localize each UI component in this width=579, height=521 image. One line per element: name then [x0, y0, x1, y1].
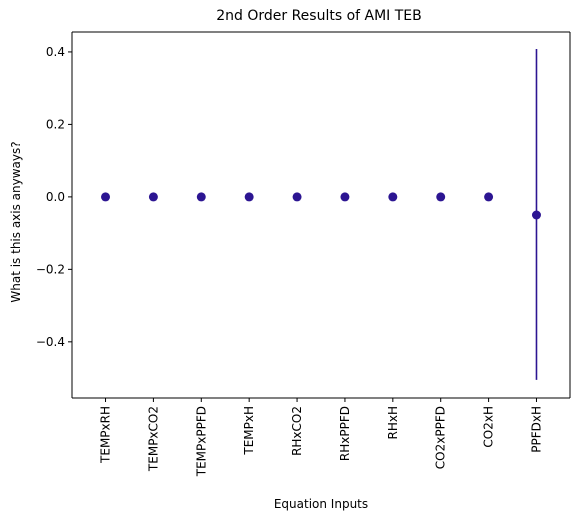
data-point — [388, 192, 398, 202]
x-tick-label: TEMPxPPFD — [194, 406, 208, 477]
plot-area: −0.4 −0.2 0.0 0.2 0.4 TEMPxRH TEMPxCO2 TEMPxPPF… — [36, 31, 571, 477]
data-point — [484, 192, 494, 202]
chart-title: 2nd Order Results of AMI TEB — [216, 8, 422, 24]
x-tick-label: TEMPxRH — [99, 406, 113, 464]
y-axis-label: What is this axis anyways? — [9, 141, 23, 302]
x-tick-label: CO2xH — [482, 406, 496, 448]
x-tick-label: RHxCO2 — [290, 406, 304, 456]
data-point — [340, 192, 350, 202]
x-tick-label: TEMPxCO2 — [146, 406, 160, 472]
data-point — [101, 192, 111, 202]
y-tick-label: −0.4 — [36, 335, 65, 349]
x-tick-label: PPFDxH — [529, 406, 543, 453]
x-tick-label: RHxPPFD — [338, 406, 352, 461]
y-tick-label: 0.4 — [46, 45, 65, 59]
x-tick-label: TEMPxH — [242, 406, 256, 456]
data-point — [244, 192, 254, 202]
x-tick-label: CO2xPPFD — [434, 406, 448, 469]
data-point — [148, 192, 158, 202]
data-point — [531, 210, 541, 220]
data-point — [436, 192, 446, 202]
x-tick-label: RHxH — [386, 406, 400, 440]
x-axis-label: Equation Inputs — [274, 497, 368, 511]
y-tick-label: 0.0 — [46, 190, 65, 204]
y-tick-label: 0.2 — [46, 117, 65, 131]
data-point — [292, 192, 302, 202]
y-tick-label: −0.2 — [36, 262, 65, 276]
data-point — [196, 192, 206, 202]
